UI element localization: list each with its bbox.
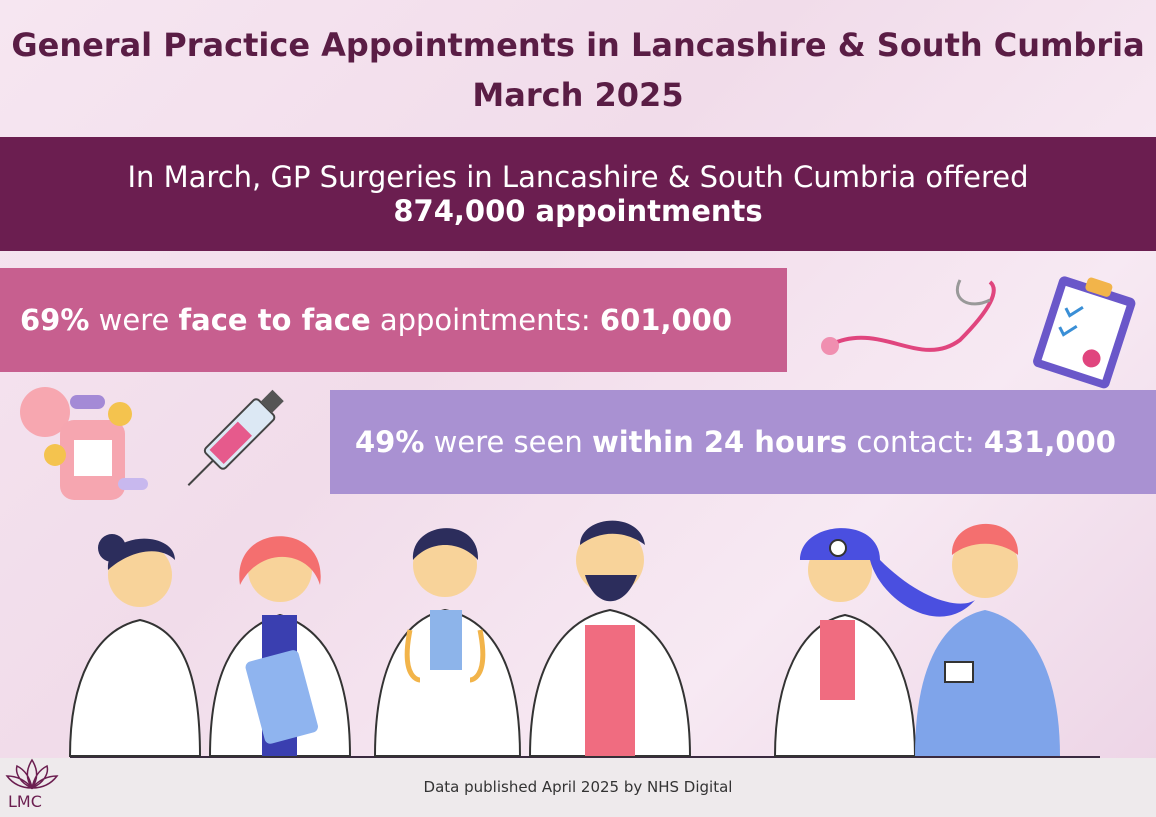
emphasis: 69% (20, 303, 90, 337)
person (773, 528, 975, 757)
emphasis: within 24 hours (591, 425, 848, 459)
person (915, 523, 1060, 756)
stat-band: 49% were seen within 24 hours contact: 4… (330, 390, 1156, 494)
text: contact: (856, 425, 975, 459)
text: were seen (433, 425, 583, 459)
emphasis: 601,000 (599, 303, 733, 337)
source-note: Data published April 2025 by NHS Digital (423, 778, 733, 796)
title-line: March 2025 (472, 76, 684, 114)
emphasis: 431,000 (983, 425, 1116, 459)
text: In March, GP Surgeries in Lancashire & S… (127, 160, 1029, 194)
emphasis: 874,000 appointments (393, 194, 763, 228)
text: were (98, 303, 170, 337)
stat-band: 69% were face to face appointments: 601,… (0, 268, 787, 372)
logo-icon (5, 758, 59, 790)
text-line: In March, GP Surgeries in Lancashire & S… (127, 160, 1028, 194)
person (208, 536, 352, 757)
title-line: General Practice Appointments in Lancash… (11, 26, 1145, 64)
person (373, 528, 522, 757)
person (68, 534, 202, 757)
text-line: 49% were seen within 24 hours contact: 4… (355, 425, 1156, 459)
text-line: 69% were face to face appointments: 601,… (20, 303, 787, 337)
footer: LMC Data published April 2025 by NHS Dig… (0, 758, 1156, 817)
text-line: 874,000 appointments (393, 194, 762, 228)
logo-text: LMC (8, 792, 42, 811)
summary-banner: In March, GP Surgeries in Lancashire & S… (0, 137, 1156, 251)
emphasis: 49% (355, 425, 425, 459)
emphasis: face to face (178, 303, 371, 337)
person (528, 520, 692, 757)
text: appointments: (379, 303, 591, 337)
